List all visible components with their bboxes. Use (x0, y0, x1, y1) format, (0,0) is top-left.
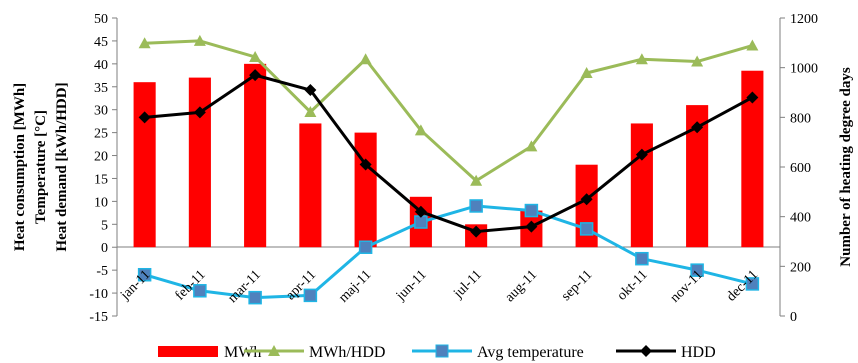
left-tick-label: 50 (94, 12, 108, 27)
left-tick-label: 15 (94, 172, 108, 187)
left-tick-label: 20 (94, 150, 108, 165)
legend-square-icon (435, 344, 449, 358)
left-tick-label: -5 (96, 264, 108, 279)
left-axis-title-3: Heat demand [kWh/HDD] (54, 82, 70, 251)
legend-label-hdd: HDD (681, 344, 716, 361)
category-label: jul-11 (450, 267, 485, 302)
right-tick-label: 800 (790, 111, 811, 126)
point-avg-temperature (193, 284, 207, 298)
point-avg-temperature (690, 263, 704, 277)
point-avg-temperature (137, 267, 152, 282)
legend: MWh MWh/HDD Avg temperature HDD (158, 344, 716, 361)
left-tick-label: 10 (94, 195, 108, 210)
point-mwh-hdd (580, 67, 593, 79)
bar-mwh (354, 132, 377, 248)
point-mwh-hdd (414, 124, 427, 136)
point-avg-temperature (745, 277, 760, 291)
point-hdd (746, 91, 759, 104)
category-label: aug-11 (502, 267, 540, 305)
category-label: sep-11 (559, 267, 596, 304)
legend-triangle-icon (268, 345, 280, 356)
point-hdd (635, 148, 648, 161)
bar-mwh (188, 77, 211, 248)
bar-mwh (686, 105, 709, 248)
point-hdd (470, 225, 483, 238)
point-mwh-hdd (359, 53, 372, 65)
point-mwh-hdd (304, 105, 317, 117)
point-avg-temperature (358, 240, 373, 254)
category-label: maj-11 (336, 267, 374, 305)
line-series (137, 34, 760, 305)
line-mwh-hdd (144, 39, 753, 183)
bar-mwh (299, 123, 322, 248)
point-avg-temperature (469, 199, 483, 213)
bar-mwh (741, 70, 764, 248)
point-mwh-hdd (746, 39, 759, 51)
left-tick-label: 40 (94, 58, 108, 73)
category-label: jan-11 (117, 267, 153, 303)
point-avg-temperature (414, 215, 428, 229)
legend-label-mwh-hdd: MWh/HDD (309, 344, 385, 361)
left-tick-label: 30 (94, 104, 108, 119)
point-hdd (304, 84, 317, 97)
point-hdd (138, 111, 151, 124)
point-mwh-hdd (193, 34, 206, 46)
point-hdd (414, 205, 427, 218)
legend-label-avg-temp: Avg temperature (477, 344, 584, 361)
left-tick-label: 25 (94, 127, 108, 142)
point-avg-temperature (248, 290, 262, 305)
point-mwh-hdd (138, 37, 151, 49)
right-tick-label: 1000 (790, 62, 818, 77)
left-tick-label: 45 (94, 35, 108, 50)
point-hdd (691, 121, 704, 134)
point-mwh-hdd (249, 50, 262, 62)
right-tick-label: 600 (790, 161, 811, 176)
point-hdd (580, 193, 593, 206)
bar-mwh (244, 63, 267, 248)
point-avg-temperature (524, 203, 539, 218)
category-label: okt-11 (615, 267, 651, 303)
point-hdd (193, 106, 206, 119)
point-avg-temperature (579, 222, 594, 236)
bar-mwh (630, 123, 653, 248)
right-tick-label: 0 (790, 310, 797, 325)
point-hdd (249, 69, 262, 82)
point-avg-temperature (303, 288, 318, 303)
legend-swatch-mwh (158, 346, 218, 357)
point-mwh-hdd (691, 55, 704, 67)
category-label: nov-11 (668, 267, 706, 305)
left-axis-ticks: -15 -10 -5 0 5 10 15 20 25 30 35 40 45 50 (89, 12, 117, 325)
left-tick-label: 35 (94, 81, 108, 96)
right-tick-label: 400 (790, 211, 811, 226)
right-tick-label: 200 (790, 260, 811, 275)
right-axis-ticks: 0 200 400 600 800 1000 1200 (780, 12, 818, 325)
left-tick-label: 5 (101, 218, 108, 233)
line-avg-temperature (144, 204, 753, 300)
left-axis-title-1: Heat consumption [MWh] (12, 83, 28, 251)
point-avg-temperature (635, 251, 649, 266)
line-hdd (144, 73, 754, 234)
left-tick-label: 0 (101, 241, 108, 256)
left-tick-label: -15 (89, 310, 108, 325)
point-mwh-hdd (470, 174, 483, 186)
left-tick-label: -10 (89, 287, 108, 302)
bar-mwh (133, 82, 156, 248)
point-mwh-hdd (635, 53, 648, 65)
point-hdd (359, 158, 372, 171)
category-label: jun-11 (393, 267, 430, 304)
right-axis-title: Number of heating degree days (838, 67, 854, 267)
right-tick-label: 1200 (790, 12, 818, 27)
category-labels: jan-11 feb-11 mar-11 apr-11 maj-11 jun-11 jul-… (117, 267, 761, 306)
legend-label-mwh: MWh (224, 344, 261, 361)
legend-diamond-icon (640, 345, 652, 357)
point-mwh-hdd (525, 140, 538, 152)
point-hdd (525, 220, 538, 233)
left-axis-title-2: Temperature [°C] (33, 110, 49, 224)
